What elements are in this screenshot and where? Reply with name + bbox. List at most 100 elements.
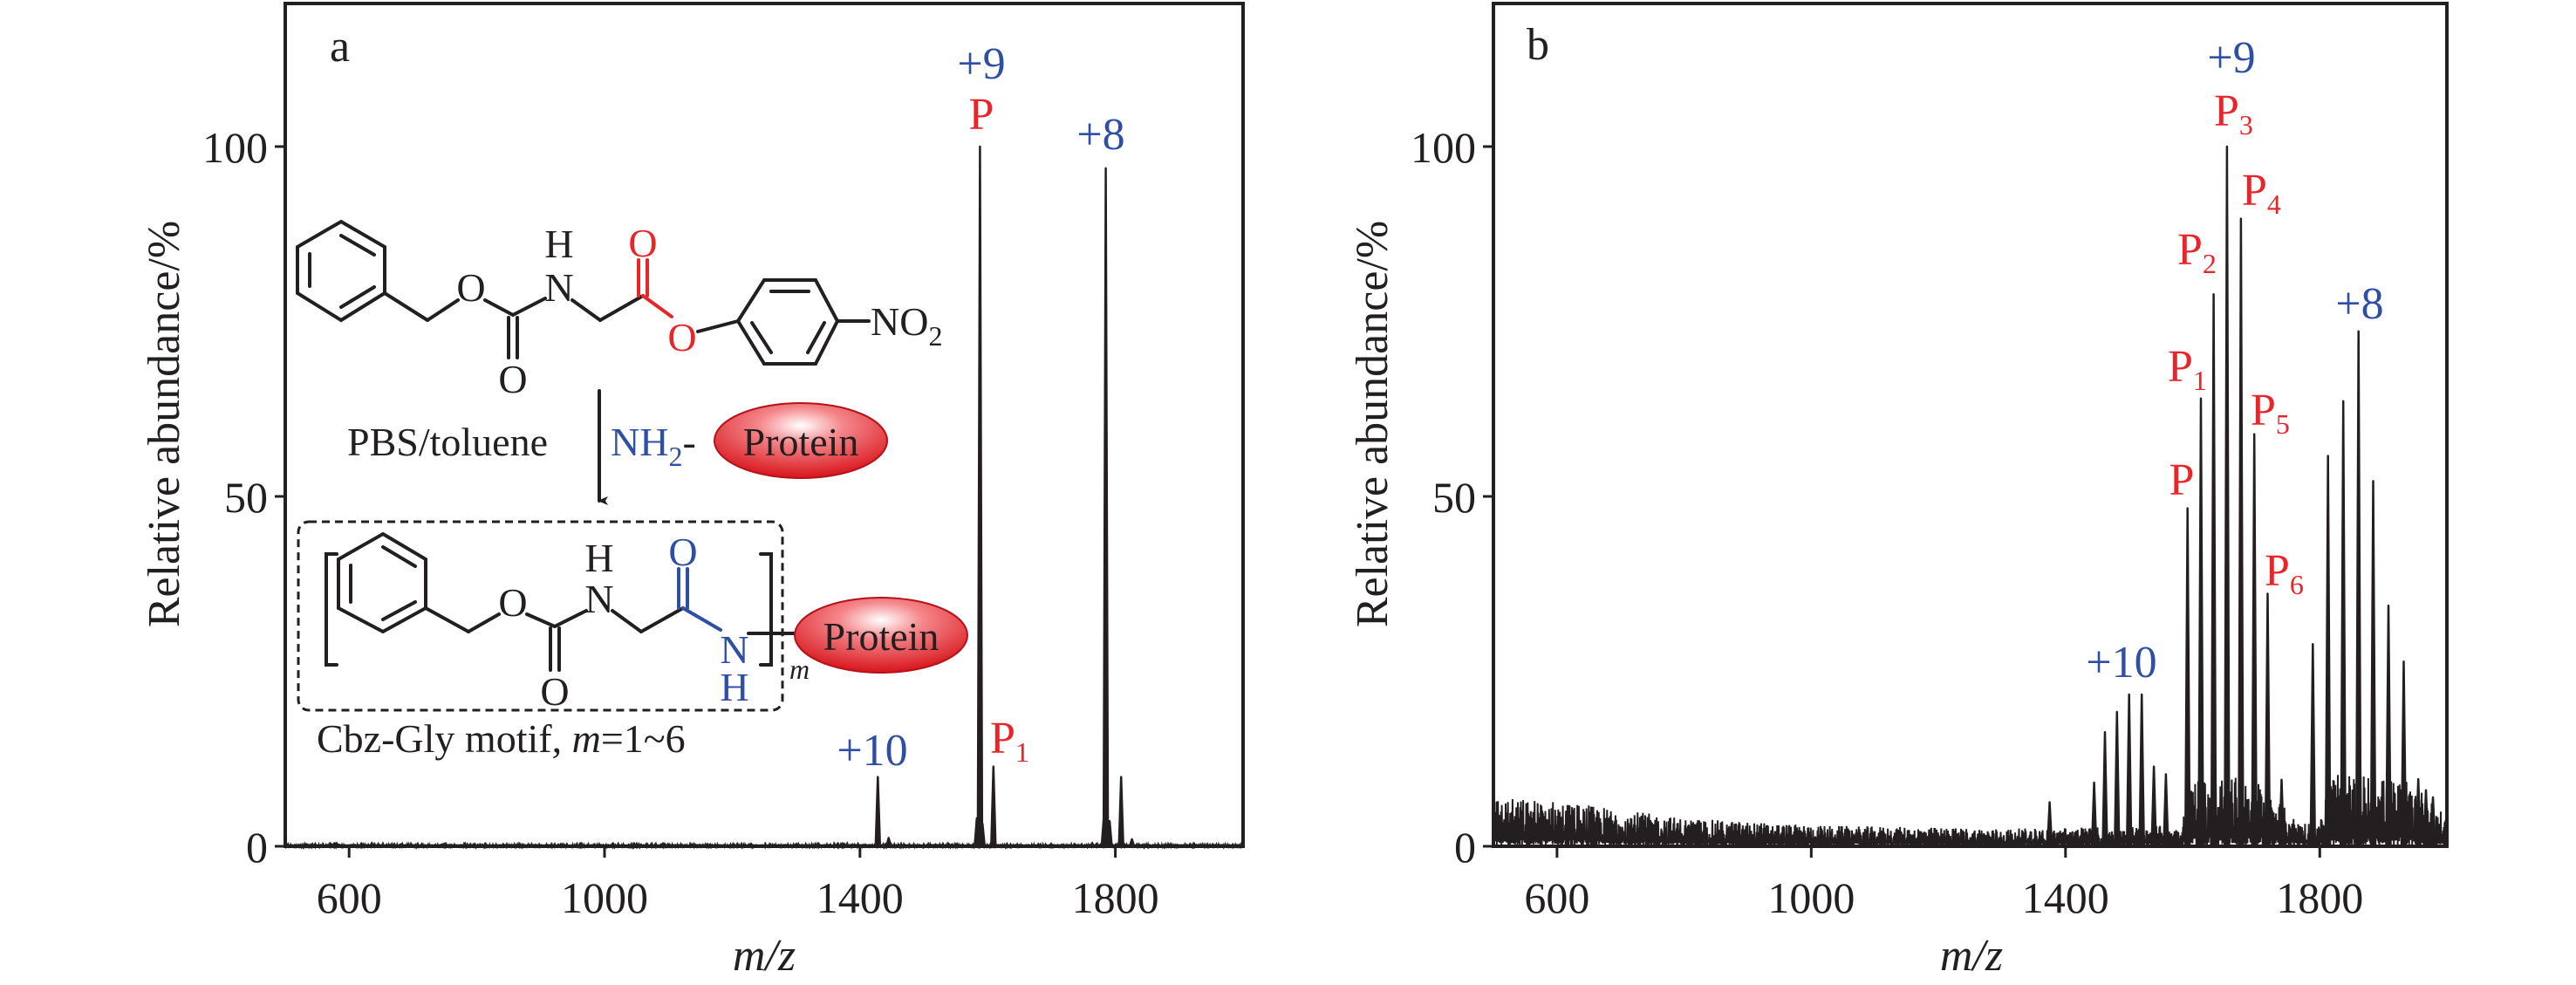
y-tick-label: 100 [1411, 123, 1476, 172]
panel-a-spectrum: 600 1000 1400 1800 0 50 100 a Relative abundan… [140, 2, 1245, 981]
reactant-cbz-gly-onp: O O N H O O [296, 219, 942, 401]
plot-frame [284, 2, 1245, 848]
spectrum-peak [2125, 693, 2133, 848]
spectrum-peak [2101, 731, 2108, 848]
x-tick-label: 600 [317, 873, 382, 922]
right-bracket [759, 552, 773, 667]
annotation-charge-8: +8 [2335, 279, 2383, 329]
spectrum-peak [1117, 776, 1124, 848]
reaction-scheme: O O N H O O [296, 219, 968, 761]
atom-h-amide: H [720, 665, 748, 709]
spectrum-peak [976, 145, 984, 848]
panel-a-label: a [330, 22, 350, 72]
panel-a-x-axis-label: m/z [733, 931, 796, 981]
protein-ellipse [714, 402, 888, 479]
atom-h: H [584, 536, 613, 580]
atom-n: N [584, 577, 613, 621]
spectrum-peak [2278, 778, 2286, 848]
spectrum-peak [2340, 400, 2347, 848]
product-cbz-gly-protein: O O N H O N H m Protein [297, 520, 968, 714]
spectrum-peak [2138, 693, 2145, 848]
left-bracket [325, 552, 338, 667]
reagent-amine: NH2- [611, 420, 696, 472]
spectrum-peak [2422, 789, 2429, 848]
panel-a-y-axis-label: Relative abundance/% [140, 221, 189, 627]
spectrum-peak [2309, 642, 2317, 848]
annotation-product-p3: P3 [2214, 86, 2253, 140]
spectrum-peak [2224, 145, 2231, 848]
spectrum-peak [2369, 480, 2377, 848]
annotation-product-p1: P1 [2168, 342, 2207, 396]
spectrum-peak [2238, 217, 2245, 848]
x-tick-label: 1400 [2022, 873, 2109, 922]
spectrum-peak [2090, 781, 2098, 848]
x-tick-label: 1400 [817, 873, 904, 922]
spectrum-peak [2385, 604, 2392, 848]
y-tick-label: 0 [1454, 823, 1476, 872]
panel-b-x-axis-label: m/z [1940, 931, 2003, 981]
panel-a-plot-area: 600 1000 1400 1800 0 50 100 [202, 2, 1245, 922]
panel-b-label: b [1527, 20, 1549, 70]
annotation-product-p6: P6 [2265, 546, 2304, 600]
protein-label: Protein [823, 614, 940, 659]
spectrum-peak [2354, 330, 2362, 848]
spectrum-peak [1102, 167, 1110, 848]
protein-ellipse [794, 597, 968, 674]
atom-h: H [544, 222, 573, 266]
atom-o-ether: O [498, 580, 527, 625]
y-tick-label: 100 [202, 123, 268, 172]
spectrum-peak [2400, 660, 2408, 848]
annotation-product-p1: P1 [990, 714, 1029, 768]
x-tick-label: 600 [1524, 873, 1589, 922]
benzene-ring [337, 531, 427, 634]
annotation-product-p4: P4 [2242, 166, 2281, 220]
x-tick-label: 1800 [2276, 873, 2363, 922]
annotation-charge-9: +9 [2207, 33, 2255, 83]
y-tick-label: 50 [224, 473, 268, 522]
atom-n-amide: N [720, 627, 748, 672]
motif-dashed-box [297, 520, 784, 712]
spectrum-peak [2150, 765, 2157, 848]
protein-label: Protein [743, 420, 859, 464]
panel-b-plot-area: 600 1000 1400 1800 0 50 100 [1411, 2, 2449, 922]
atom-o-amide: O [668, 530, 697, 574]
spectrum-peak [990, 765, 997, 848]
spectrum-peak [2324, 455, 2332, 848]
spectrum-peak [2163, 773, 2169, 848]
annotation-product-p2: P2 [2177, 225, 2217, 279]
atom-o-ester: O [667, 315, 696, 359]
atom-n: N [544, 265, 573, 310]
panel-b-y-axis-label: Relative abundance/% [1348, 221, 1397, 627]
spectrum-peak [2264, 592, 2272, 848]
spectrum-peak [2183, 507, 2191, 848]
atom-o-ether: O [456, 265, 485, 310]
motif-caption: Cbz-Gly motif, m=1~6 [317, 716, 686, 761]
y-tick-label: 50 [1432, 473, 1476, 522]
atom-o-carbamate: O [498, 357, 527, 401]
benzene-ring [296, 219, 386, 323]
spectrum-peak [2197, 397, 2204, 848]
x-tick-label: 1800 [1072, 873, 1159, 922]
annotation-product-p: P [2169, 455, 2195, 505]
annotation-product-p5: P5 [2251, 386, 2290, 440]
panel-b-spectrum: 600 1000 1400 1800 0 50 100 b Relative abundan… [1348, 2, 2449, 981]
nitro-group: NO2 [871, 299, 942, 352]
annotation-charge-10: +10 [837, 726, 907, 776]
atom-o-carbamate: O [540, 669, 569, 714]
y-tick-label: 0 [246, 823, 268, 872]
nitrophenyl-ring [735, 278, 840, 366]
spectrum-peak [874, 776, 882, 848]
spectrum-peak [2046, 801, 2053, 848]
plot-frame [1492, 2, 2449, 848]
baseline-noise-trace [1493, 771, 2448, 847]
x-tick-label: 1000 [561, 873, 648, 922]
x-tick-label: 1000 [1767, 873, 1855, 922]
spectrum-peak [2114, 710, 2121, 848]
spectrum-peak [2210, 292, 2217, 848]
reaction-conditions: PBS/toluene [347, 420, 548, 464]
annotation-product-p: P [969, 90, 994, 140]
repeat-index: m [789, 653, 810, 685]
annotation-charge-10: +10 [2086, 638, 2156, 687]
spectrum-peak [2415, 777, 2422, 848]
